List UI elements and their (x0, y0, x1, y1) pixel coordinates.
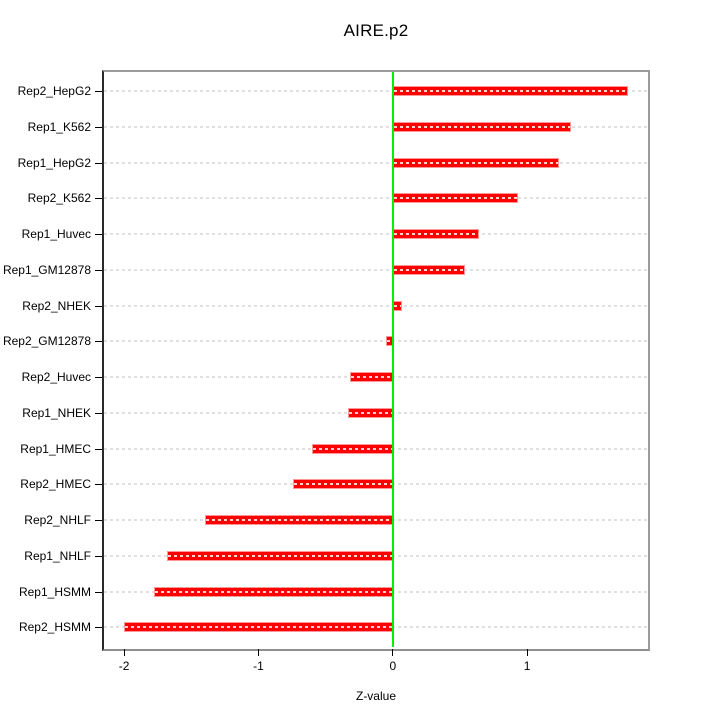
y-axis-label: Rep1_NHLF (24, 548, 91, 563)
y-axis-tick (95, 377, 102, 378)
y-axis-tick (95, 591, 102, 593)
grid-line (104, 340, 648, 343)
y-axis-label: Rep2_NHLF (24, 513, 91, 527)
bar-Rep1_Huvec (392, 229, 479, 239)
y-axis-label: Rep2_K562 (27, 191, 91, 206)
y-axis-tick (95, 520, 102, 521)
x-axis-tick-label: -1 (253, 659, 264, 673)
x-axis-tick (392, 649, 394, 656)
y-axis-label: Rep2_GM12878 (2, 334, 91, 349)
y-axis-label: Rep1_GM12878 (2, 262, 91, 277)
y-axis-tick (95, 412, 102, 414)
grid-line (104, 90, 648, 92)
y-axis-tick (95, 448, 102, 450)
bar-Rep1_HSMM (153, 586, 393, 597)
grid-line (104, 304, 648, 307)
bar-Rep2_K562 (392, 193, 518, 204)
grid-line (104, 197, 648, 200)
x-axis-tick (123, 649, 125, 656)
y-axis-label: Rep1_NHEK (22, 405, 91, 420)
bar-Rep1_NHLF (167, 550, 393, 561)
grid-line (104, 268, 648, 271)
x-axis-title: Z-value (355, 689, 396, 703)
y-axis-tick (95, 627, 102, 629)
bar-Rep2_HepG2 (392, 86, 628, 96)
bar-Rep2_HMEC (293, 479, 393, 490)
y-axis-label: Rep2_Huvec (21, 370, 91, 384)
zero-line (391, 72, 394, 647)
y-axis-tick (95, 341, 102, 343)
y-axis-label: Rep2_HSMM (18, 620, 91, 635)
bar-Rep2_NHLF (204, 515, 393, 525)
bar-Rep2_NHEK (392, 300, 403, 311)
x-axis-tick (526, 649, 528, 656)
bar-Rep1_NHEK (348, 407, 393, 418)
y-axis-tick (95, 198, 102, 200)
bar-Rep2_Huvec (349, 372, 393, 382)
y-axis-label: Rep1_Huvec (21, 227, 91, 241)
y-axis-label: Rep1_HSMM (18, 584, 91, 599)
y-axis-tick (95, 555, 102, 557)
bar-Rep1_HepG2 (392, 157, 560, 168)
y-axis-tick (95, 484, 102, 486)
grid-line (104, 161, 648, 164)
y-axis-tick (95, 234, 102, 235)
x-axis-tick-label: 0 (389, 659, 397, 673)
bar-Rep1_HMEC (312, 443, 393, 454)
bar-Rep1_K562 (392, 121, 572, 132)
bar-Rep2_HSMM (124, 622, 393, 633)
y-axis-tick (95, 269, 102, 271)
bar-Rep1_GM12878 (392, 264, 466, 275)
y-axis-label: Rep2_HepG2 (17, 84, 91, 98)
y-axis-tick (95, 126, 102, 128)
x-axis-tick-label: 1 (523, 659, 531, 673)
y-axis-tick (95, 91, 102, 92)
y-axis-tick (95, 305, 102, 307)
grid-line (104, 233, 648, 235)
x-axis-tick (257, 649, 259, 656)
y-axis-label: Rep2_NHEK (22, 298, 91, 313)
y-axis-label: Rep2_HMEC (20, 477, 91, 492)
y-axis-label: Rep1_HepG2 (17, 155, 91, 170)
chart-title: AIRE.p2 (343, 21, 409, 40)
y-axis-tick (95, 162, 102, 164)
plot-box (102, 70, 650, 651)
grid-line (104, 125, 648, 128)
y-axis-label: Rep1_HMEC (20, 441, 91, 456)
y-axis-label: Rep1_K562 (27, 119, 91, 134)
x-axis-tick-label: -2 (118, 659, 130, 673)
